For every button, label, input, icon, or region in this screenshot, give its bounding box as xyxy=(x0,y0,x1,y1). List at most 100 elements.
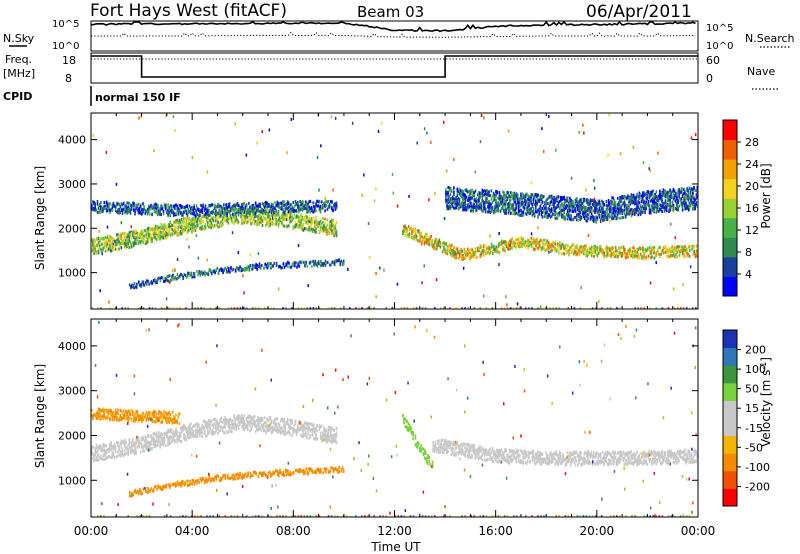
power-cell xyxy=(134,232,136,235)
power-cell xyxy=(645,207,647,211)
power-cell xyxy=(126,232,128,236)
power-cell xyxy=(168,274,171,278)
power-cell xyxy=(521,243,524,246)
power-cell xyxy=(431,240,434,244)
power-cell xyxy=(513,240,516,244)
power-cell xyxy=(570,204,572,208)
power-cell xyxy=(127,244,129,248)
power-cell xyxy=(161,207,164,211)
power-cell xyxy=(690,200,693,204)
power-cell xyxy=(458,192,461,196)
power-cell xyxy=(257,204,259,208)
power-cell xyxy=(286,211,289,215)
power-cell xyxy=(630,193,633,197)
power-cell xyxy=(151,237,153,241)
power-cell xyxy=(237,220,240,224)
power-cell xyxy=(303,206,306,210)
power-cell xyxy=(644,256,647,260)
power-cell xyxy=(573,246,576,250)
power-cell xyxy=(282,211,284,215)
power-cell xyxy=(195,227,198,231)
power-cell xyxy=(326,200,329,204)
power-cell xyxy=(177,207,180,211)
power-cell xyxy=(618,252,620,256)
power-cell xyxy=(193,204,195,208)
power-cell xyxy=(294,200,297,204)
power-cell xyxy=(566,204,569,208)
power-cell xyxy=(536,201,538,205)
power-cell xyxy=(451,201,454,205)
power-cell xyxy=(419,231,421,235)
power-cell xyxy=(226,208,228,212)
power-cell xyxy=(139,283,141,287)
power-cell xyxy=(108,236,110,240)
power-cell xyxy=(270,202,273,206)
power-cell xyxy=(117,233,119,237)
power-cell xyxy=(570,218,572,222)
power-cell xyxy=(596,250,599,254)
power-cell xyxy=(671,202,674,205)
power-cell xyxy=(555,216,558,220)
power-cell xyxy=(461,189,463,193)
power-cell xyxy=(253,219,256,223)
power-cell xyxy=(215,212,217,216)
power-cell xyxy=(180,272,182,276)
power-cell xyxy=(309,260,312,264)
power-cell xyxy=(470,255,472,259)
power-cell xyxy=(185,218,188,222)
power-cell xyxy=(202,220,205,224)
power-cell xyxy=(508,205,511,209)
power-cell xyxy=(547,215,550,219)
power-cell xyxy=(210,226,213,230)
power-cell xyxy=(505,241,508,245)
power-cell xyxy=(464,199,466,203)
power-cell xyxy=(497,196,499,200)
power-cell xyxy=(580,203,583,207)
power-cell xyxy=(548,204,551,208)
power-cell xyxy=(275,264,278,268)
power-cell xyxy=(676,245,678,249)
power-cell xyxy=(673,249,675,252)
power-cell xyxy=(516,200,519,204)
power-cell xyxy=(662,201,665,205)
power-cell xyxy=(450,197,453,201)
power-cell xyxy=(257,264,260,268)
power-cell xyxy=(696,251,698,254)
power-cell xyxy=(235,217,238,221)
power-cell xyxy=(289,216,291,220)
power-cell xyxy=(635,254,637,258)
power-cell xyxy=(239,208,241,212)
power-cell xyxy=(275,213,277,217)
power-cell xyxy=(448,188,451,192)
power-cell xyxy=(529,198,531,202)
power-cell xyxy=(114,205,117,209)
power-cell xyxy=(462,201,464,205)
power-cell xyxy=(683,248,685,252)
power-cell xyxy=(126,235,128,239)
power-cell xyxy=(309,207,312,211)
power-cell xyxy=(645,204,647,208)
power-cell xyxy=(117,202,119,206)
power-cell xyxy=(136,282,139,286)
power-cell xyxy=(445,242,447,246)
power-cell xyxy=(220,220,223,224)
power-cell xyxy=(161,225,164,229)
power-cell xyxy=(157,203,159,207)
power-cell xyxy=(229,215,232,219)
power-cell xyxy=(477,249,479,253)
power-cell xyxy=(624,207,627,211)
power-cell xyxy=(330,199,332,203)
power-cell xyxy=(637,248,640,251)
power-cell xyxy=(290,265,293,269)
power-cell xyxy=(162,233,165,237)
power-cell xyxy=(626,206,628,210)
power-cell xyxy=(662,246,665,250)
power-cell xyxy=(266,217,268,221)
power-cell xyxy=(324,221,326,225)
power-cell xyxy=(586,201,588,205)
power-cell xyxy=(545,211,547,215)
power-cell xyxy=(645,249,648,253)
power-cell xyxy=(580,207,583,211)
power-cell xyxy=(221,215,224,219)
power-cell xyxy=(576,252,578,256)
